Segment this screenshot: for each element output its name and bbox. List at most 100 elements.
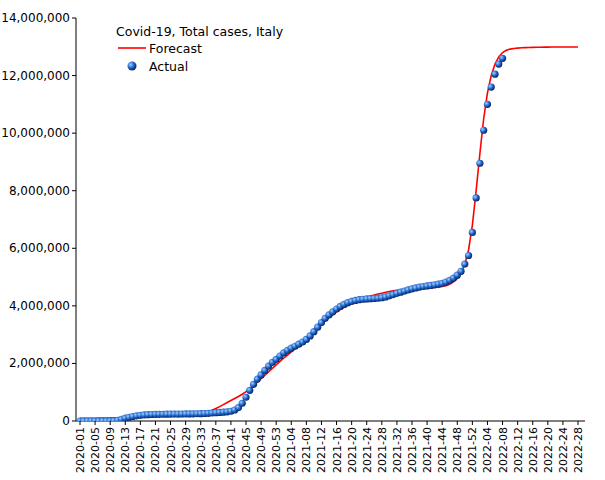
x-tick <box>306 421 307 425</box>
y-tick <box>72 190 76 191</box>
actual-point <box>457 268 464 275</box>
actual-point <box>476 160 483 167</box>
y-tick <box>72 18 76 19</box>
x-tick-label: 2021-28 <box>376 427 389 473</box>
x-tick <box>562 421 563 425</box>
x-tick-label: 2021-08 <box>300 427 313 473</box>
actual-point <box>473 194 480 201</box>
actual-point <box>499 55 506 62</box>
y-tick-label: 10,000,000 <box>1 126 70 140</box>
forecast-line <box>80 47 578 418</box>
x-tick <box>170 421 171 425</box>
y-tick <box>72 248 76 249</box>
x-tick <box>532 421 533 425</box>
x-tick-label: 2021-24 <box>361 427 374 473</box>
x-tick-label: 2020-37 <box>210 427 223 473</box>
x-tick-label: 2020-53 <box>270 427 283 473</box>
x-tick <box>427 421 428 425</box>
x-tick <box>396 421 397 425</box>
x-tick-label: 2020-05 <box>89 427 102 473</box>
x-tick-label: 2021-52 <box>466 427 479 473</box>
x-tick-label: 2021-16 <box>331 427 344 473</box>
x-tick-label: 2020-45 <box>240 427 253 473</box>
x-tick-label: 2020-01 <box>74 427 87 473</box>
x-tick-label: 2022-20 <box>542 427 555 473</box>
x-tick <box>547 421 548 425</box>
x-tick <box>276 421 277 425</box>
y-tick-label: 8,000,000 <box>9 184 70 198</box>
actual-point <box>480 127 487 134</box>
x-tick-label: 2022-08 <box>497 427 510 473</box>
y-tick <box>72 421 76 422</box>
x-tick-label: 2022-04 <box>481 427 494 473</box>
x-tick <box>261 421 262 425</box>
x-tick <box>366 421 367 425</box>
x-tick-label: 2020-17 <box>134 427 147 473</box>
legend-marker <box>128 62 137 71</box>
x-tick <box>95 421 96 425</box>
y-tick <box>72 75 76 76</box>
x-tick <box>336 421 337 425</box>
x-tick-label: 2021-48 <box>451 427 464 473</box>
x-tick-label: 2020-09 <box>104 427 117 473</box>
x-tick <box>502 421 503 425</box>
x-tick <box>578 421 579 425</box>
x-tick <box>246 421 247 425</box>
x-tick-label: 2021-20 <box>346 427 359 473</box>
y-tick <box>72 305 76 306</box>
y-axis <box>76 18 77 421</box>
legend-label: Actual <box>149 59 188 74</box>
x-tick <box>412 421 413 425</box>
plot-data <box>76 47 578 421</box>
x-tick-label: 2021-12 <box>315 427 328 473</box>
x-tick-label: 2020-29 <box>180 427 193 473</box>
x-tick <box>80 421 81 425</box>
x-tick <box>291 421 292 425</box>
x-tick <box>110 421 111 425</box>
actual-point <box>239 400 246 407</box>
actual-point <box>488 83 495 90</box>
actual-point <box>461 261 468 268</box>
chart-title: Covid-19, Total cases, Italy <box>116 24 284 39</box>
x-tick-label: 2022-24 <box>557 427 570 473</box>
x-tick-label: 2021-32 <box>391 427 404 473</box>
y-tick <box>72 363 76 364</box>
x-tick-label: 2020-33 <box>195 427 208 473</box>
y-tick-label: 14,000,000 <box>1 11 70 25</box>
x-tick-label: 2022-12 <box>512 427 525 473</box>
y-tick-label: 12,000,000 <box>1 69 70 83</box>
y-tick-label: 2,000,000 <box>9 356 70 370</box>
x-tick-label: 2021-40 <box>421 427 434 473</box>
x-tick-label: 2020-41 <box>225 427 238 473</box>
x-tick <box>215 421 216 425</box>
x-tick <box>351 421 352 425</box>
x-tick-label: 2020-13 <box>119 427 132 473</box>
x-tick-label: 2022-28 <box>572 427 585 473</box>
x-tick <box>321 421 322 425</box>
legend-line <box>118 47 146 49</box>
x-tick-label: 2021-04 <box>285 427 298 473</box>
x-tick <box>442 421 443 425</box>
x-tick-label: 2021-44 <box>436 427 449 473</box>
y-tick-label: 0 <box>62 414 70 428</box>
actual-point <box>491 71 498 78</box>
x-axis <box>76 421 585 422</box>
x-tick-label: 2020-21 <box>149 427 162 473</box>
actual-point <box>246 387 253 394</box>
x-tick <box>517 421 518 425</box>
chart-container: 02,000,0004,000,0006,000,0008,000,00010,… <box>0 0 605 480</box>
y-tick <box>72 133 76 134</box>
x-tick <box>472 421 473 425</box>
actual-point <box>465 252 472 259</box>
x-tick <box>155 421 156 425</box>
actual-point <box>484 101 491 108</box>
x-tick-label: 2020-49 <box>255 427 268 473</box>
x-tick <box>125 421 126 425</box>
x-tick <box>230 421 231 425</box>
chart-svg: 02,000,0004,000,0006,000,0008,000,00010,… <box>0 0 605 480</box>
x-tick-label: 2021-36 <box>406 427 419 473</box>
actual-point <box>242 394 249 401</box>
y-tick-label: 6,000,000 <box>9 241 70 255</box>
x-tick-label: 2022-16 <box>527 427 540 473</box>
actual-point <box>469 229 476 236</box>
